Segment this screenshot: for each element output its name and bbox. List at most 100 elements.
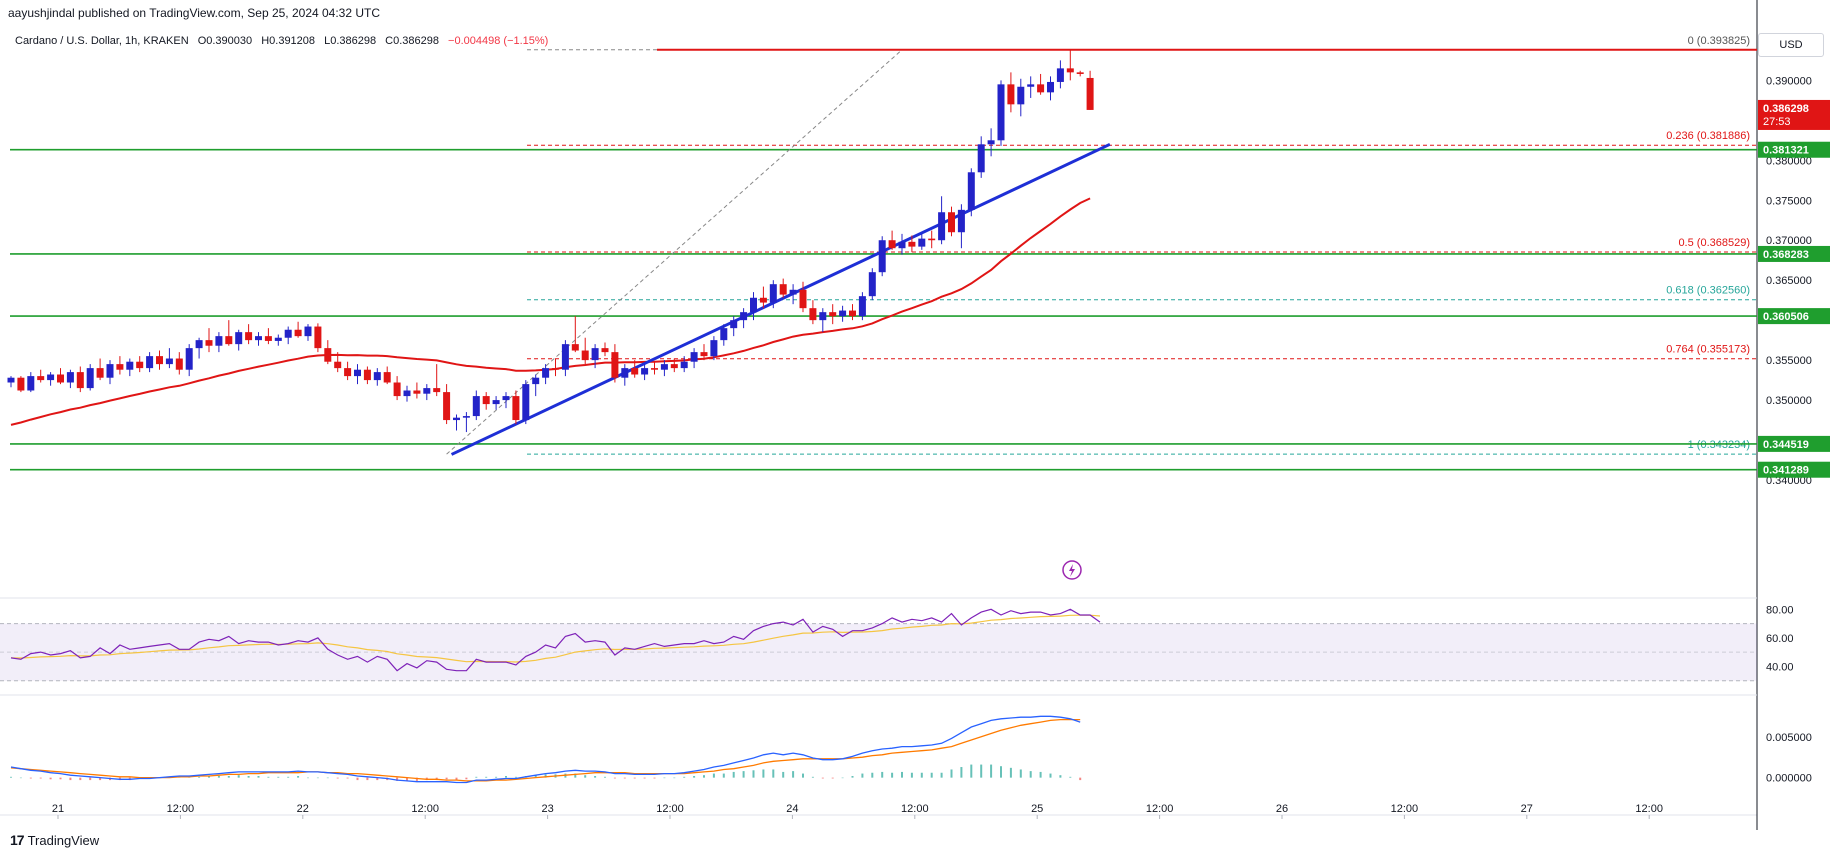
low-value: L0.386298 [324, 35, 377, 47]
candle-body [423, 388, 431, 394]
candle-body [66, 372, 74, 383]
fib-level-label: 0.5 (0.368529) [1678, 237, 1750, 249]
candle-body [363, 369, 371, 381]
time-tick-label: 12:00 [656, 803, 684, 815]
candle-body [165, 358, 173, 365]
macd-histogram-bar [59, 777, 62, 780]
candle-body [512, 396, 520, 421]
fib-level-label: 0 (0.393825) [1688, 35, 1750, 47]
candle-body [413, 390, 421, 394]
macd-histogram-bar [316, 777, 319, 779]
macd-histogram-bar [772, 769, 775, 778]
currency-button[interactable]: USD [1758, 33, 1824, 57]
rsi-line [10, 608, 1101, 672]
candle-body [482, 396, 490, 405]
macd-histogram-bar [39, 777, 42, 779]
candle-body [1047, 81, 1054, 93]
support-price-label: 0.381321 [1763, 145, 1809, 157]
candle-body [759, 297, 767, 303]
candle-body [849, 310, 856, 317]
tradingview-logo-icon: 17 [10, 832, 25, 848]
macd-histogram-bar [475, 776, 478, 778]
support-price-label: 0.368283 [1763, 249, 1809, 261]
time-tick-label: 12:00 [411, 803, 439, 815]
macd-histogram-bar [237, 775, 240, 778]
candle-body [393, 382, 401, 397]
macd-histogram-bar [910, 772, 913, 778]
macd-tick-label: 0.005000 [1766, 732, 1812, 744]
macd-histogram-bar [346, 777, 349, 779]
macd-histogram-bar [1039, 771, 1042, 778]
macd-histogram-bar [287, 776, 290, 778]
macd-histogram-bar [980, 764, 983, 778]
macd-histogram-bar [208, 776, 210, 778]
candle-body [651, 368, 658, 370]
macd-histogram-bar [821, 777, 824, 779]
rsi-tick-label: 60.00 [1766, 633, 1794, 645]
macd-histogram-bar [920, 772, 923, 778]
open-value: O0.390030 [197, 35, 253, 47]
candle-body [7, 377, 15, 383]
candle-body [542, 368, 550, 378]
symbol-label[interactable]: Cardano / U.S. Dollar, 1h, KRAKEN [15, 35, 189, 47]
macd-histogram-bar [633, 777, 636, 779]
lightning-icon [1062, 560, 1082, 580]
macd-histogram-bar [534, 775, 537, 778]
price-tick-label: 0.365000 [1766, 275, 1812, 287]
tradingview-footer[interactable]: 17 TradingView [10, 832, 99, 848]
candle-body [274, 337, 282, 341]
macd-histogram-bar [198, 776, 201, 778]
candle-body [225, 336, 233, 345]
macd-histogram-bar [584, 775, 587, 778]
candle-body [581, 350, 589, 361]
countdown-label: 27:53 [1763, 116, 1791, 128]
support-price-tag [1758, 308, 1830, 325]
macd-histogram-bar [930, 772, 933, 778]
macd-histogram-bar [455, 777, 458, 781]
macd-histogram-bar [782, 771, 785, 778]
macd-histogram-bar [802, 773, 804, 778]
price-tick-label: 0.390000 [1766, 75, 1812, 87]
price-chart[interactable]: 0.390000 0.380000 0.375000 0.370000 0.365000… [0, 0, 1835, 830]
ohlc-legend: Cardano / U.S. Dollar, 1h, KRAKEN O0.390… [15, 35, 554, 47]
price-tick-label: 0.380000 [1766, 155, 1812, 167]
macd-histogram-bar [742, 771, 745, 778]
candle-body [354, 369, 361, 377]
candle-body [908, 241, 916, 247]
candle-body [96, 368, 104, 378]
candle-body [839, 310, 847, 317]
candle-body [106, 364, 114, 378]
candle-body [868, 272, 876, 297]
candle-body [809, 308, 817, 321]
macd-histogram-bar [1000, 766, 1002, 778]
time-tick-label: 12:00 [901, 803, 929, 815]
macd-histogram-bar [326, 777, 329, 779]
candle-body [1086, 77, 1094, 110]
candle-body [641, 368, 649, 375]
candle-body [957, 209, 965, 233]
candle-body [561, 344, 569, 370]
macd-histogram-bar [613, 777, 616, 779]
candle-body [146, 356, 154, 369]
macd-histogram-bar [79, 777, 82, 781]
candle-body [898, 241, 906, 249]
macd-histogram-bar [1009, 767, 1012, 778]
candle-body [175, 358, 183, 370]
macd-histogram-bar [10, 776, 12, 778]
support-price-tag [1758, 435, 1830, 452]
candle-body [571, 344, 579, 351]
candle-body [27, 376, 35, 391]
candle-body [76, 372, 84, 389]
candle-body [997, 84, 1005, 141]
macd-histogram-bar [247, 776, 250, 778]
candle-body [195, 340, 203, 349]
candle-body [660, 364, 668, 370]
candle-body [1017, 86, 1025, 105]
macd-histogram-bar [485, 776, 488, 778]
candle-body [1027, 84, 1035, 87]
current-price-tag [1758, 99, 1830, 130]
macd-histogram-bar [752, 770, 755, 778]
macd-histogram-bar [901, 771, 903, 778]
time-tick-label: 21 [52, 803, 64, 815]
macd-histogram-bar [1059, 775, 1062, 778]
